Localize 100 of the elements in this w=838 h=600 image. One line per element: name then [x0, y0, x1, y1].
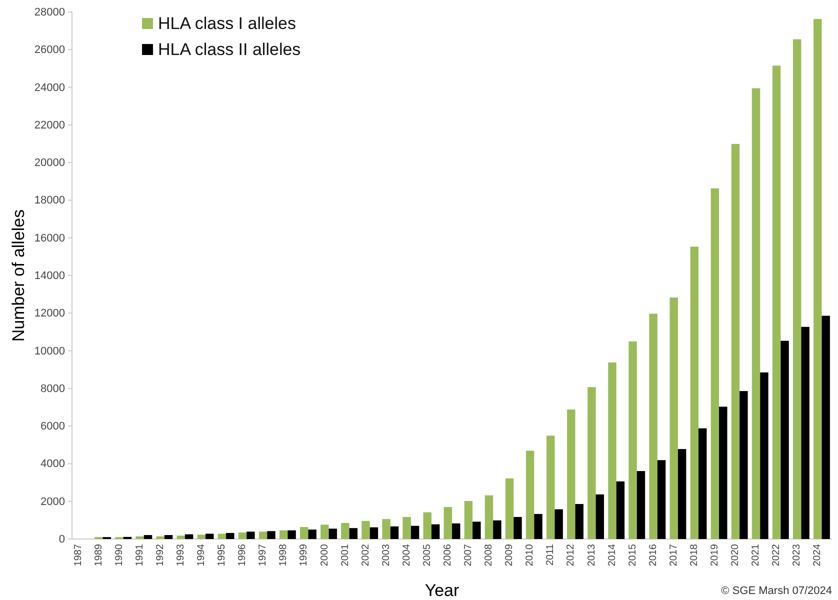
x-tick-label: 1989 [93, 544, 104, 566]
x-tick-label: 1994 [196, 544, 208, 566]
bar [144, 535, 152, 539]
x-tick-label: 2011 [545, 544, 556, 566]
x-tick-label: 1993 [175, 544, 186, 566]
bar [608, 362, 616, 539]
bar [514, 516, 522, 539]
bar [493, 520, 502, 539]
bar [320, 524, 329, 539]
text: © SGE Marsh 07/2024 [721, 585, 832, 597]
x-tick-label: 2002 [360, 544, 372, 566]
x-tick-label: 2009 [504, 544, 516, 566]
x-tick-label: 1987 [72, 544, 84, 566]
y-tick-label: 14000 [34, 270, 65, 282]
bar [780, 340, 789, 539]
bar [328, 528, 337, 539]
bar [218, 534, 226, 539]
bar [226, 532, 234, 539]
bar [288, 530, 296, 539]
bar [341, 523, 350, 539]
y-tick-label: 28000 [34, 6, 65, 19]
y-tick-label: 2000 [40, 496, 65, 508]
x-tick-label: 2006 [442, 544, 454, 566]
bar [822, 316, 830, 539]
bar [596, 494, 604, 539]
bar [238, 532, 247, 539]
bar [801, 326, 810, 539]
y-tick-label: 22000 [34, 119, 65, 132]
y-axis-title: Number of alleles [9, 209, 28, 342]
bar [184, 534, 194, 539]
y-tick-label: 24000 [34, 82, 65, 94]
x-tick-label: 2008 [484, 544, 495, 566]
bar [176, 536, 185, 539]
x-tick-label: 2007 [463, 544, 474, 566]
bar [267, 531, 276, 539]
x-tick-label: 2020 [730, 544, 742, 566]
x-tick-label: 1999 [298, 544, 310, 566]
x-tick-label: 2016 [648, 544, 659, 566]
bar [616, 481, 625, 539]
bar [740, 391, 748, 539]
bar [772, 66, 781, 539]
bar [534, 514, 542, 539]
bar [258, 532, 268, 539]
bar [575, 504, 584, 539]
bar [752, 88, 760, 539]
bar [657, 460, 666, 539]
bar [308, 530, 316, 539]
y-tick-label: 6000 [40, 420, 65, 433]
y-tick-label: 0 [58, 534, 65, 546]
y-tick-label: 10000 [34, 345, 65, 358]
bar [206, 534, 214, 539]
bar [464, 500, 473, 539]
bar [588, 387, 596, 539]
bar [649, 314, 658, 539]
bar [567, 410, 576, 539]
bar [505, 478, 514, 539]
bar [136, 536, 144, 539]
x-tick-label: 2012 [566, 544, 577, 566]
y-tick-label: 26000 [34, 44, 65, 56]
bar [444, 507, 452, 539]
x-tick-label: 2004 [401, 544, 412, 566]
x-tick-label: 1991 [134, 544, 146, 566]
bar [431, 524, 440, 539]
bar [526, 450, 534, 539]
bar [690, 246, 698, 539]
x-tick-label: 2019 [710, 544, 721, 566]
bar [156, 536, 164, 539]
bar [760, 372, 768, 539]
x-tick-label: 2015 [627, 544, 638, 566]
bar [792, 39, 802, 539]
bar [814, 18, 822, 539]
bar [678, 449, 686, 539]
bar [472, 522, 481, 539]
bar [300, 526, 308, 539]
x-tick-label: 2017 [668, 544, 680, 566]
bar [484, 495, 494, 539]
bar [370, 527, 378, 539]
x-tick-label: 1997 [258, 544, 269, 566]
bar [731, 144, 740, 539]
bar [382, 519, 390, 539]
x-tick-label: 2021 [750, 544, 762, 566]
bar [710, 188, 720, 539]
x-tick-label: 1996 [237, 544, 248, 566]
x-tick-label: 2024 [812, 544, 824, 566]
bar [402, 516, 411, 539]
legend-label: HLA class I alleles [158, 14, 296, 33]
x-tick-label: 2018 [688, 544, 700, 566]
bar [636, 471, 646, 539]
bar [670, 298, 678, 539]
y-tick-label: 8000 [40, 382, 65, 395]
bar [349, 528, 358, 539]
bar [362, 520, 370, 539]
x-tick-label: 1998 [278, 544, 290, 566]
x-tick-label: 2003 [380, 544, 392, 566]
x-tick-label: 2005 [422, 544, 433, 566]
y-tick-label: 16000 [34, 232, 65, 244]
x-tick-label: 2022 [771, 544, 782, 566]
bar [546, 436, 555, 539]
bar [197, 534, 206, 539]
x-axis-title: Year [424, 581, 460, 600]
